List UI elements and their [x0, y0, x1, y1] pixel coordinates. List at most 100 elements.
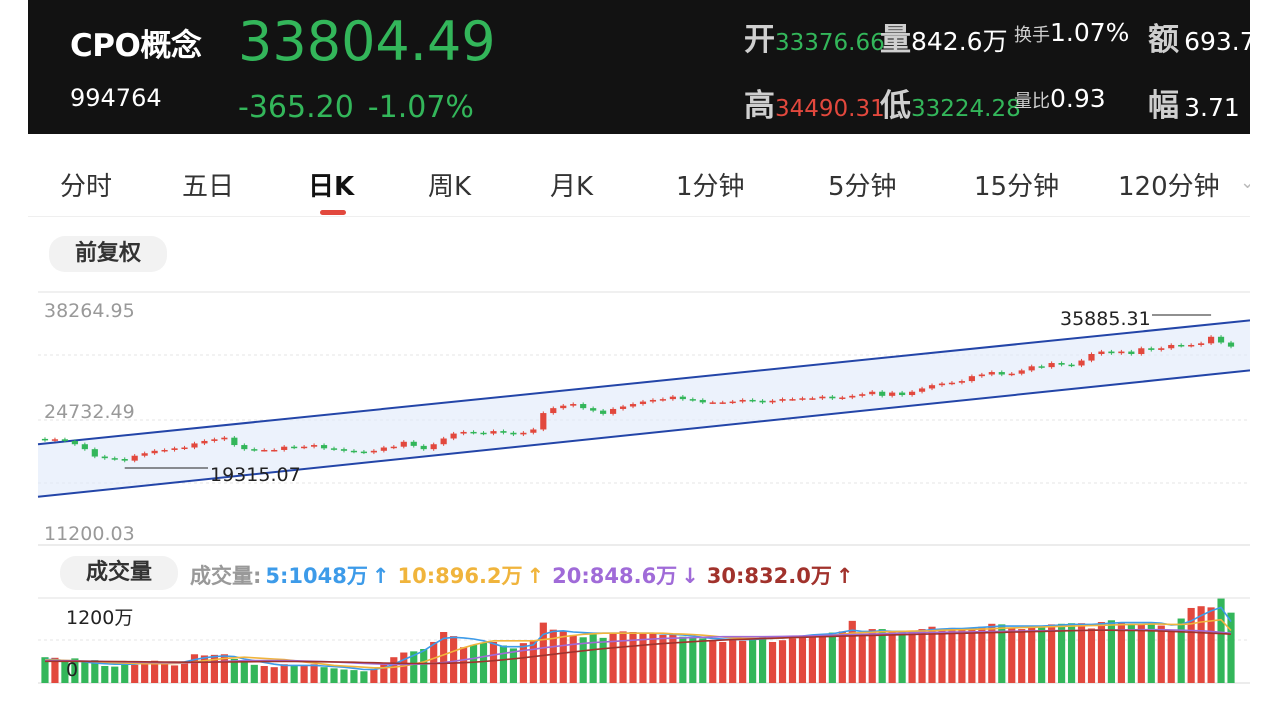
candle-body [1207, 336, 1215, 344]
candle [360, 449, 368, 455]
candle-body [161, 449, 168, 452]
candle [41, 437, 49, 442]
candle-body [410, 441, 417, 446]
candle-body [629, 404, 637, 407]
candle-body [968, 376, 975, 382]
tab-1min[interactable]: 1分钟 [676, 172, 745, 202]
volume-bar [450, 636, 458, 683]
chevron-down-icon[interactable]: ⌄ [1240, 172, 1250, 193]
candle [679, 395, 686, 401]
volume-bar [1048, 624, 1056, 683]
candle [261, 448, 268, 452]
candle-body [649, 399, 657, 402]
volume-bar [579, 637, 587, 683]
ma30-arrow: ↑ [835, 564, 854, 588]
volume-button[interactable]: 成交量 [60, 556, 178, 590]
candle [51, 437, 59, 442]
volume-bar [798, 636, 807, 683]
volume-bar [101, 666, 109, 683]
volume-bar [699, 638, 707, 683]
volume-bar [768, 641, 777, 683]
candle-body [320, 445, 328, 449]
candle-body [301, 446, 308, 449]
tab-120min[interactable]: 120分钟 [1118, 172, 1220, 202]
tab-monthly-k[interactable]: 月K [550, 172, 594, 202]
candle [171, 446, 178, 452]
candle-body [1018, 370, 1025, 374]
volume-bar [1207, 607, 1215, 683]
candle [520, 431, 527, 437]
volume-bar [589, 634, 597, 683]
volume-bar [569, 634, 577, 683]
volume-bar [420, 649, 428, 683]
volume-bar [131, 664, 139, 683]
volume-bar [958, 629, 966, 683]
candle-body [729, 401, 736, 404]
volume-bar [868, 629, 876, 683]
volume-bar [739, 640, 747, 683]
candle [320, 443, 328, 450]
candle [1048, 361, 1055, 369]
candle-body [978, 374, 985, 377]
volume-bar [928, 626, 936, 683]
volume-bar [310, 664, 318, 683]
candle-body [291, 446, 298, 449]
candle-body [849, 395, 856, 398]
volume-label: 量 [880, 22, 911, 58]
candle-body [350, 450, 358, 453]
volume-bar [280, 664, 288, 683]
volume-bar [1127, 624, 1135, 683]
candle-body [460, 431, 467, 434]
candle [779, 397, 786, 403]
turnover-value: 1.07% [1050, 18, 1130, 47]
candle-body [669, 396, 676, 400]
candle [819, 395, 826, 400]
tab-five-day[interactable]: 五日 [182, 172, 235, 202]
tab-daily-k[interactable]: 日K [308, 172, 355, 202]
volume-bar [1097, 622, 1106, 683]
stat-amount: 额 693.7 [1148, 14, 1250, 59]
tab-intraday[interactable]: 分时 [60, 172, 113, 202]
volume-bar [151, 660, 159, 683]
volume-bar [1117, 622, 1125, 683]
candle-body [1028, 366, 1035, 371]
candle [440, 436, 447, 446]
candle-body [510, 432, 517, 435]
candle [191, 441, 198, 450]
volume-bar [1217, 598, 1225, 683]
tab-5min[interactable]: 5分钟 [828, 172, 897, 202]
candle-body [829, 396, 836, 399]
candle-body [340, 449, 348, 451]
volume-bar [459, 647, 468, 683]
candle-body [1118, 351, 1125, 354]
candle-body [470, 431, 477, 434]
volume-bar [848, 620, 856, 683]
volume-bar [639, 632, 647, 683]
volume-bar [828, 632, 836, 683]
candle [241, 443, 248, 451]
tab-weekly-k[interactable]: 周K [428, 172, 472, 202]
ma10-value: 10:896.2万 ↑ [397, 564, 548, 588]
candle [889, 390, 896, 398]
stat-open: 开33376.66 [744, 14, 885, 59]
candle-body [121, 458, 128, 461]
volume-bar [360, 671, 368, 683]
tab-15min[interactable]: 15分钟 [974, 172, 1060, 202]
adjust-button[interactable]: 前复权 [49, 236, 167, 272]
candle [1227, 340, 1235, 349]
volume-bar [160, 663, 169, 683]
candle [759, 399, 766, 405]
candle [301, 445, 308, 450]
candle [231, 436, 238, 447]
candle-body [699, 399, 706, 403]
candle [1148, 346, 1155, 352]
candle [918, 386, 926, 394]
trend-channel-upper [37, 319, 1250, 446]
volume-bar [788, 638, 797, 683]
last-price: 33804.49 [238, 10, 496, 73]
volume-bar [649, 633, 657, 683]
candle [340, 447, 348, 453]
candle-body [101, 456, 108, 459]
volume-bar [250, 664, 258, 683]
candle-body [281, 446, 288, 450]
